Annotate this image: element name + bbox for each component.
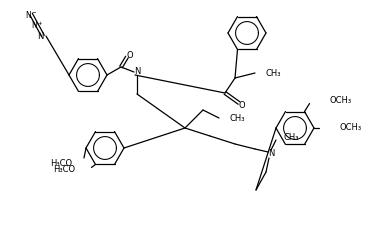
Text: N$^-$: N$^-$ bbox=[25, 9, 38, 19]
Text: CH₃: CH₃ bbox=[284, 133, 300, 142]
Text: O: O bbox=[127, 50, 133, 59]
Text: N: N bbox=[134, 68, 140, 77]
Text: CH₃: CH₃ bbox=[229, 114, 244, 123]
Text: O: O bbox=[239, 100, 245, 109]
Text: N: N bbox=[37, 32, 43, 41]
Text: OCH₃: OCH₃ bbox=[330, 96, 352, 105]
Text: H₃CO: H₃CO bbox=[50, 159, 72, 168]
Text: OCH₃: OCH₃ bbox=[339, 123, 361, 132]
Text: H₃CO: H₃CO bbox=[53, 165, 76, 174]
Text: CH₃: CH₃ bbox=[265, 68, 281, 77]
Text: N: N bbox=[268, 150, 274, 159]
Text: N$^+$: N$^+$ bbox=[31, 19, 44, 31]
